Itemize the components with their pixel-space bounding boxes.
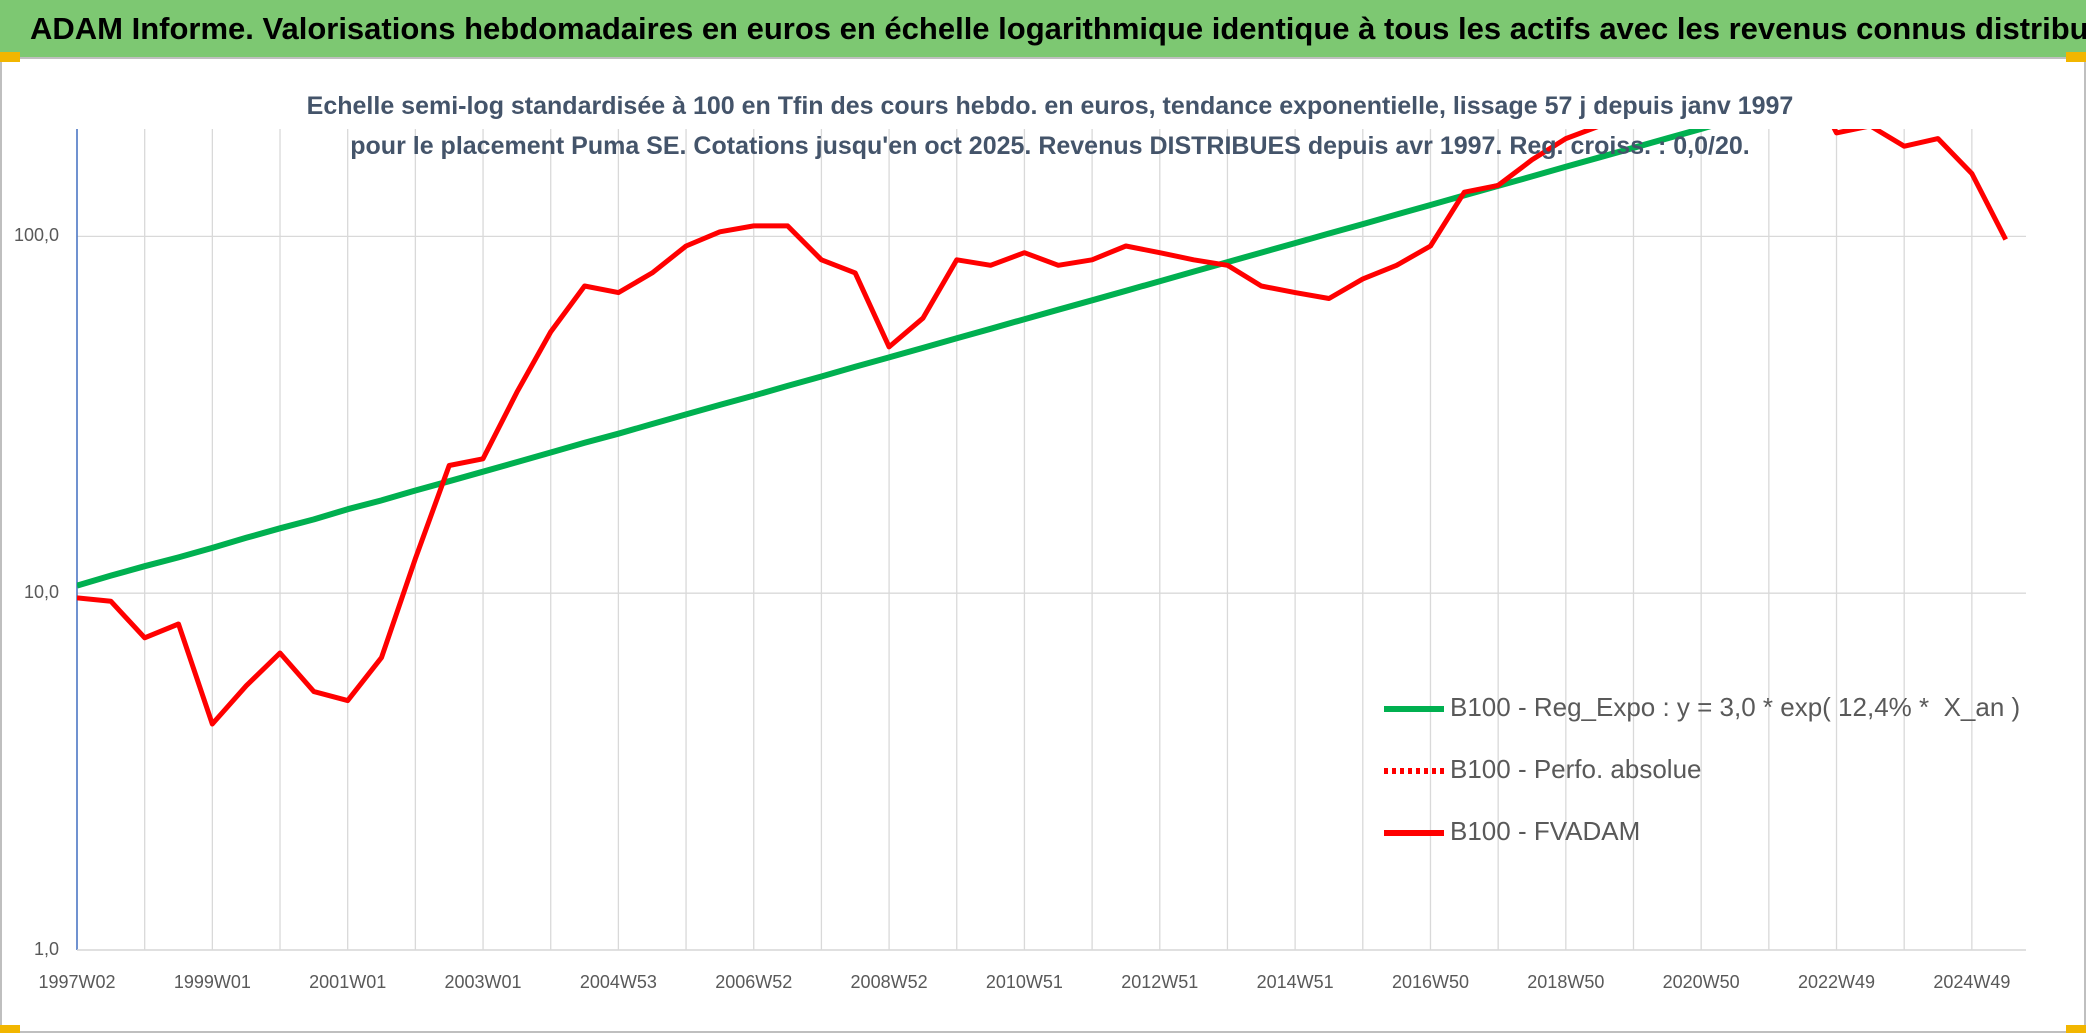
corner bbox=[2066, 1025, 2086, 1033]
x-tick-label: 2020W50 bbox=[1663, 972, 1740, 992]
corner bbox=[0, 1025, 20, 1033]
x-tick-label: 2008W52 bbox=[851, 972, 928, 992]
x-tick-label: 2004W53 bbox=[580, 972, 657, 992]
y-tick-label: 100,0 bbox=[14, 225, 59, 245]
y-tick-label: 10,0 bbox=[24, 582, 59, 602]
x-tick-label: 1997W02 bbox=[38, 972, 115, 992]
x-tick-label: 2006W52 bbox=[715, 972, 792, 992]
x-tick-label: 2010W51 bbox=[986, 972, 1063, 992]
x-tick-label: 2001W01 bbox=[309, 972, 386, 992]
subtitle: Echelle semi-log standardisée à 100 en T… bbox=[306, 92, 1794, 160]
corner bbox=[2066, 52, 2086, 62]
series-line bbox=[77, 129, 2008, 727]
x-tick-label: 2022W49 bbox=[1798, 972, 1875, 992]
legend-label: B100 - Reg_Expo : y = 3,0 * exp( 12,4% *… bbox=[1450, 692, 2020, 722]
plot bbox=[77, 129, 2008, 727]
x-tick-label: 2018W50 bbox=[1527, 972, 1604, 992]
legend-label: B100 - Perfo. absolue bbox=[1450, 754, 1702, 784]
header-title: ADAM Informe. Valorisations hebdomadaire… bbox=[0, 0, 2086, 58]
series-line bbox=[77, 129, 1712, 589]
x-tick-label: 2012W51 bbox=[1121, 972, 1198, 992]
legend-label: B100 - FVADAM bbox=[1450, 816, 1640, 846]
x-tick-label: 2014W51 bbox=[1257, 972, 1334, 992]
x-tick-label: 2024W49 bbox=[1933, 972, 2010, 992]
frame bbox=[0, 57, 2086, 1033]
x-tick-label: 1999W01 bbox=[174, 972, 251, 992]
corner bbox=[0, 52, 20, 62]
x-tick-label: 2016W50 bbox=[1392, 972, 1469, 992]
legend: B100 - Reg_Expo : y = 3,0 * exp( 12,4% *… bbox=[1384, 692, 2020, 846]
x-tick-label: 2003W01 bbox=[445, 972, 522, 992]
grid: 1,0 10,0 100,0 1997W02 1999W01 2001W01 2003W01… bbox=[14, 129, 2026, 992]
y-tick-label: 1,0 bbox=[34, 939, 59, 959]
